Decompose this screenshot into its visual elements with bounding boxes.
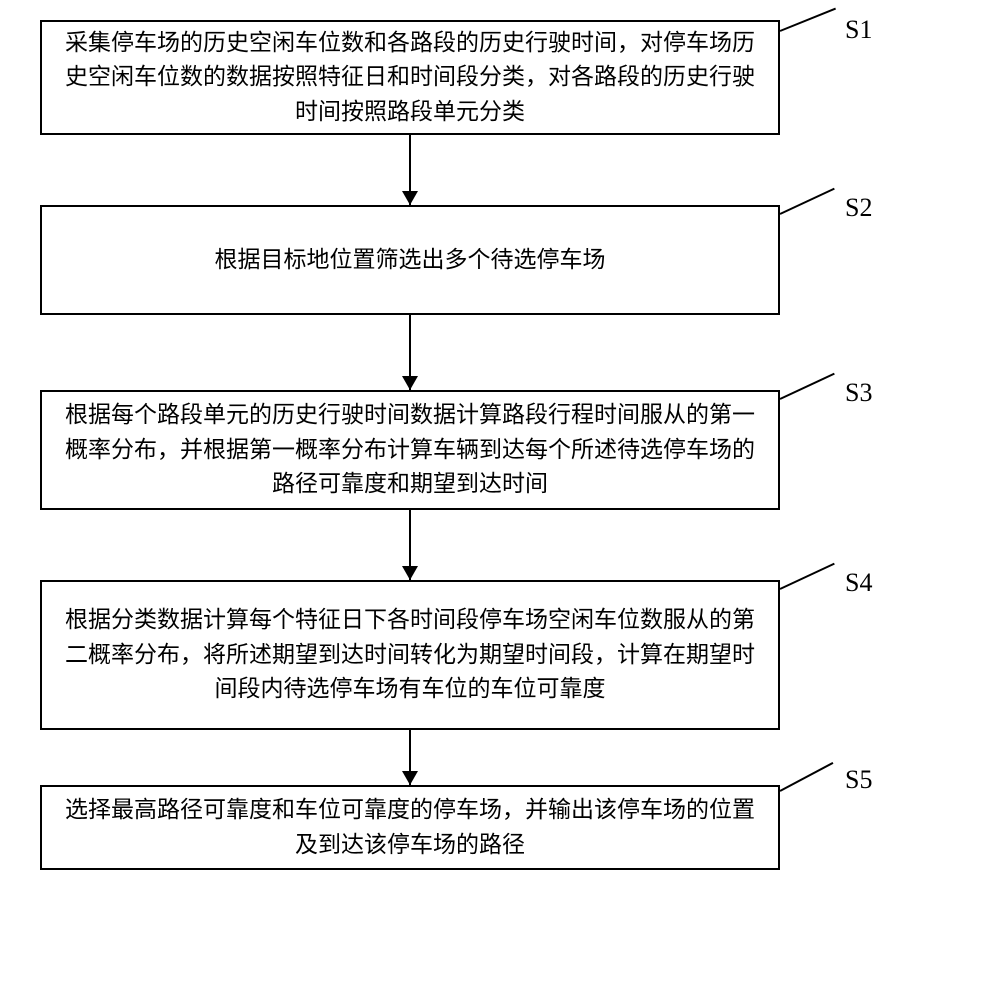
arrow-head: [402, 566, 418, 580]
step-label-s2: S2: [845, 193, 872, 223]
arrow-2: [40, 315, 780, 390]
arrow-3: [40, 510, 780, 580]
step-text: 采集停车场的历史空闲车位数和各路段的历史行驶时间，对停车场历史空闲车位数的数据按…: [60, 26, 760, 130]
step-text: 根据每个路段单元的历史行驶时间数据计算路段行程时间服从的第一概率分布，并根据第一…: [60, 398, 760, 502]
step-container-4: 根据分类数据计算每个特征日下各时间段停车场空闲车位数服从的第二概率分布，将所述期…: [40, 580, 950, 730]
arrow-1: [40, 135, 780, 205]
step-label-s3: S3: [845, 378, 872, 408]
arrow-head: [402, 771, 418, 785]
step-box-s2: 根据目标地位置筛选出多个待选停车场: [40, 205, 780, 315]
arrow-4: [40, 730, 780, 785]
connector-s3: [780, 373, 835, 400]
step-container-5: 选择最高路径可靠度和车位可靠度的停车场，并输出该停车场的位置及到达该停车场的路径…: [40, 785, 950, 870]
step-box-s5: 选择最高路径可靠度和车位可靠度的停车场，并输出该停车场的位置及到达该停车场的路径: [40, 785, 780, 870]
step-text: 根据分类数据计算每个特征日下各时间段停车场空闲车位数服从的第二概率分布，将所述期…: [60, 603, 760, 707]
flowchart-container: 采集停车场的历史空闲车位数和各路段的历史行驶时间，对停车场历史空闲车位数的数据按…: [40, 20, 950, 870]
arrow-head: [402, 191, 418, 205]
step-box-s1: 采集停车场的历史空闲车位数和各路段的历史行驶时间，对停车场历史空闲车位数的数据按…: [40, 20, 780, 135]
arrow-head: [402, 376, 418, 390]
step-label-s5: S5: [845, 765, 872, 795]
connector-s5: [780, 762, 834, 792]
step-label-s1: S1: [845, 15, 872, 45]
step-box-s4: 根据分类数据计算每个特征日下各时间段停车场空闲车位数服从的第二概率分布，将所述期…: [40, 580, 780, 730]
step-text: 选择最高路径可靠度和车位可靠度的停车场，并输出该停车场的位置及到达该停车场的路径: [60, 793, 760, 862]
step-text: 根据目标地位置筛选出多个待选停车场: [215, 243, 606, 278]
connector-s2: [780, 188, 835, 215]
step-container-1: 采集停车场的历史空闲车位数和各路段的历史行驶时间，对停车场历史空闲车位数的数据按…: [40, 20, 950, 135]
step-box-s3: 根据每个路段单元的历史行驶时间数据计算路段行程时间服从的第一概率分布，并根据第一…: [40, 390, 780, 510]
connector-s4: [780, 563, 835, 590]
step-container-3: 根据每个路段单元的历史行驶时间数据计算路段行程时间服从的第一概率分布，并根据第一…: [40, 390, 950, 510]
step-label-s4: S4: [845, 568, 872, 598]
connector-s1: [780, 8, 836, 32]
step-container-2: 根据目标地位置筛选出多个待选停车场 S2: [40, 205, 950, 315]
